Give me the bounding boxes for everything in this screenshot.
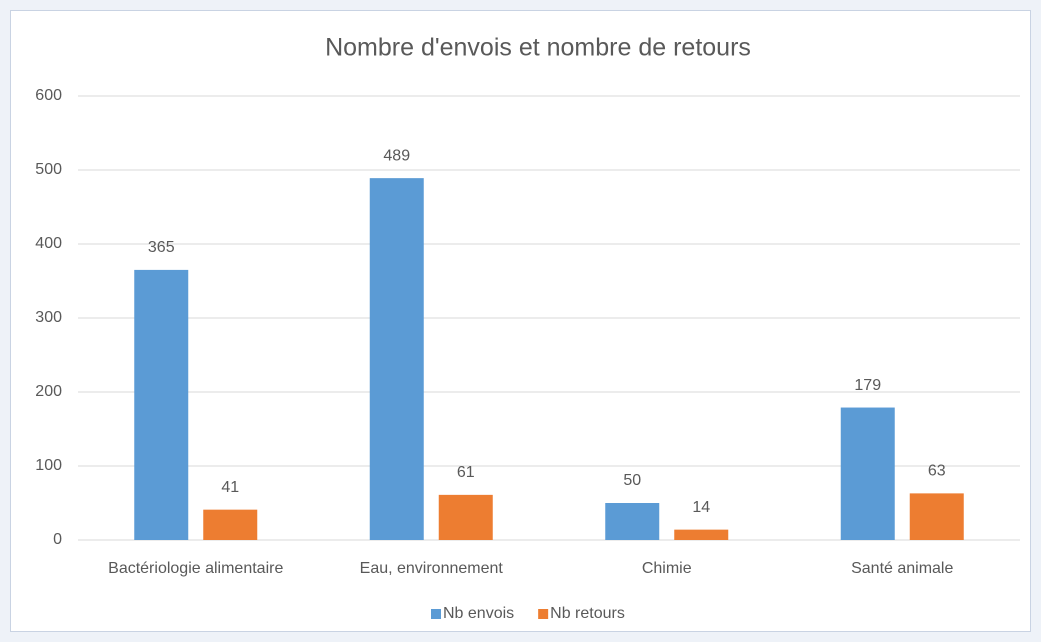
bar — [203, 509, 258, 540]
chart-title: Nombre d'envois et nombre de retours — [325, 34, 751, 62]
value-label: 365 — [148, 239, 175, 256]
legend-swatch — [431, 609, 441, 619]
value-label: 63 — [928, 463, 946, 480]
y-tick-label: 200 — [35, 383, 62, 400]
bar — [674, 529, 729, 540]
x-tick-label: Santé animale — [851, 560, 953, 577]
y-tick-label: 0 — [53, 531, 62, 548]
value-label: 489 — [383, 147, 410, 164]
value-label: 179 — [854, 377, 881, 394]
legend-label: Nb envois — [443, 605, 514, 622]
bar — [840, 407, 895, 540]
y-tick-label: 300 — [35, 309, 62, 326]
bar — [134, 269, 189, 540]
value-label: 14 — [692, 499, 710, 516]
bar — [909, 493, 964, 540]
y-tick-label: 500 — [35, 161, 62, 178]
value-label: 61 — [457, 464, 475, 481]
y-tick-label: 400 — [35, 235, 62, 252]
x-tick-label: Chimie — [642, 560, 692, 577]
x-tick-label: Eau, environnement — [360, 560, 504, 577]
value-label: 50 — [623, 472, 641, 489]
y-tick-label: 600 — [35, 87, 62, 104]
bar — [605, 503, 660, 540]
y-tick-label: 100 — [35, 457, 62, 474]
bar — [438, 494, 493, 540]
legend-label: Nb retours — [550, 605, 625, 622]
bar — [369, 178, 424, 540]
legend-swatch — [538, 609, 549, 619]
value-label: 41 — [221, 479, 239, 496]
x-tick-label: Bactériologie alimentaire — [108, 560, 283, 577]
